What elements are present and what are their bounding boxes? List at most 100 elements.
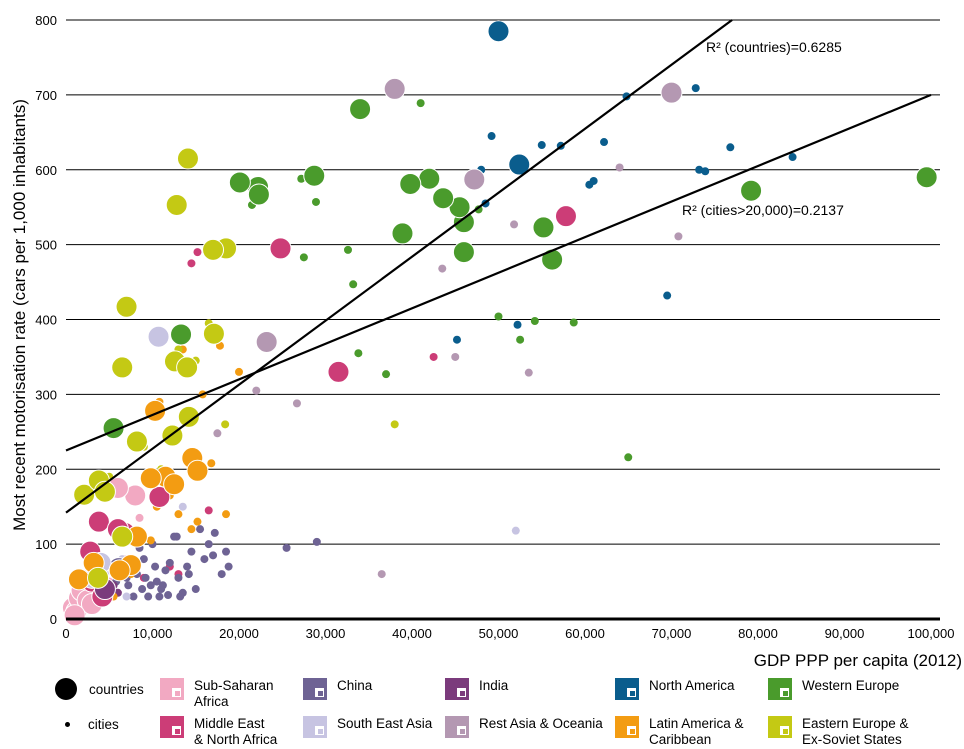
city-point bbox=[152, 577, 161, 586]
city-point bbox=[224, 562, 233, 571]
country-point bbox=[740, 179, 763, 202]
trendlines bbox=[65, 19, 932, 514]
country-point bbox=[228, 171, 251, 194]
legend-swatch bbox=[768, 678, 792, 700]
legend-label: Rest Asia & Oceania bbox=[479, 716, 603, 731]
legend-swatch bbox=[445, 678, 469, 700]
y-tick-label: 400 bbox=[35, 313, 57, 328]
city-point bbox=[312, 537, 321, 546]
legend: countries cities Sub-Saharan Africa Middl… bbox=[0, 672, 964, 749]
city-point bbox=[174, 573, 183, 582]
y-tick-label: 0 bbox=[50, 612, 57, 627]
city-point bbox=[204, 540, 213, 549]
country-point bbox=[255, 330, 278, 353]
city-point bbox=[438, 264, 447, 273]
country-point bbox=[432, 187, 455, 210]
country-point bbox=[202, 238, 225, 261]
country-point bbox=[487, 20, 510, 43]
legend-cities: cities bbox=[55, 717, 119, 732]
legend-cities-label: cities bbox=[88, 717, 119, 732]
city-point bbox=[178, 502, 187, 511]
trendline-cities bbox=[65, 93, 932, 452]
y-tick-label: 600 bbox=[35, 163, 57, 178]
city-point bbox=[158, 581, 167, 590]
country-point bbox=[111, 525, 134, 548]
legend-item: South East Asia bbox=[303, 716, 432, 738]
city-point bbox=[146, 536, 155, 545]
country-point bbox=[63, 604, 86, 627]
country-point bbox=[327, 360, 350, 383]
x-tick-label: 10,000 bbox=[133, 626, 173, 641]
city-point bbox=[252, 386, 261, 395]
city-point bbox=[193, 517, 202, 526]
x-tick-label: 90,000 bbox=[825, 626, 865, 641]
legend-label: Sub-Saharan Africa bbox=[194, 678, 274, 709]
legend-swatch bbox=[160, 716, 184, 738]
legend-item: Latin America & Caribbean bbox=[615, 716, 744, 748]
city-point bbox=[235, 367, 243, 376]
trendline-label-cities: R² (cities>20,000)=0.2137 bbox=[682, 202, 844, 218]
country-point bbox=[163, 473, 186, 496]
city-point bbox=[144, 592, 153, 601]
y-tick-label: 800 bbox=[35, 13, 57, 28]
city-point bbox=[600, 138, 609, 147]
city-point bbox=[624, 453, 633, 462]
legend-label: China bbox=[337, 678, 373, 693]
legend-cities-marker bbox=[65, 722, 70, 727]
city-point bbox=[474, 205, 483, 214]
scatter-chart: 0 100 200 300 400 500 600 700 800 0 10,000 20,000 3… bbox=[10, 13, 962, 670]
y-tick-label: 700 bbox=[35, 88, 57, 103]
city-point bbox=[282, 543, 291, 552]
legend-label: Latin America & Caribbean bbox=[649, 716, 744, 747]
country-point bbox=[399, 172, 422, 195]
city-point bbox=[513, 320, 522, 329]
city-point bbox=[200, 555, 209, 564]
x-tick-label: 50,000 bbox=[479, 626, 519, 641]
legend-item: Middle East & North Africa bbox=[160, 716, 277, 748]
country-point bbox=[915, 166, 938, 189]
x-tick-label: 40,000 bbox=[392, 626, 432, 641]
city-point bbox=[210, 528, 219, 537]
legend-item: Rest Asia & Oceania bbox=[445, 716, 603, 738]
city-point bbox=[516, 335, 525, 344]
country-point bbox=[87, 510, 110, 533]
country-point bbox=[165, 193, 188, 216]
city-point bbox=[129, 592, 138, 601]
city-point bbox=[615, 163, 624, 172]
city-point bbox=[589, 176, 598, 185]
x-tick-label: 80,000 bbox=[738, 626, 778, 641]
city-point bbox=[191, 585, 200, 594]
city-point bbox=[165, 558, 174, 567]
x-tick-label: 100,000 bbox=[908, 626, 955, 641]
legend-swatch bbox=[615, 716, 639, 738]
legend-swatch bbox=[303, 678, 327, 700]
city-point bbox=[183, 562, 192, 571]
country-point bbox=[391, 222, 414, 245]
y-tick-labels: 0 100 200 300 400 500 600 700 800 bbox=[35, 13, 57, 627]
city-point bbox=[377, 570, 386, 579]
city-point bbox=[187, 525, 196, 534]
data-points bbox=[61, 20, 938, 627]
country-point bbox=[170, 323, 193, 346]
city-point bbox=[138, 585, 147, 594]
city-point bbox=[161, 566, 170, 575]
city-point bbox=[390, 420, 399, 429]
y-tick-label: 100 bbox=[35, 537, 57, 552]
city-point bbox=[155, 592, 164, 601]
country-point bbox=[87, 566, 110, 589]
y-tick-label: 300 bbox=[35, 387, 57, 402]
city-point bbox=[354, 349, 363, 358]
trendline-label-countries: R² (countries)=0.6285 bbox=[706, 39, 842, 55]
city-point bbox=[429, 352, 438, 361]
country-point bbox=[125, 430, 148, 453]
city-point bbox=[141, 573, 150, 582]
city-point bbox=[164, 591, 173, 600]
city-point bbox=[292, 399, 301, 408]
x-axis-title: GDP PPP per capita (2012) bbox=[754, 651, 962, 670]
legend-label: India bbox=[479, 678, 509, 693]
y-tick-label: 500 bbox=[35, 238, 57, 253]
legend-item: Eastern Europe & Ex-Soviet States bbox=[768, 716, 909, 748]
country-point bbox=[532, 216, 555, 239]
city-point bbox=[135, 513, 144, 522]
city-point bbox=[196, 525, 205, 534]
